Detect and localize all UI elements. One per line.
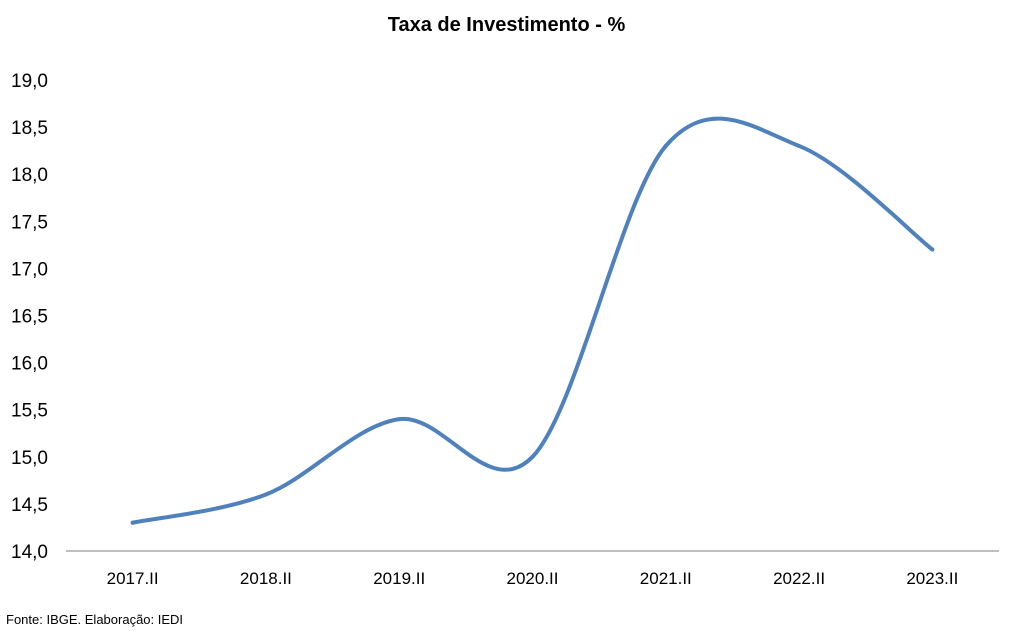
y-tick-label: 18,0 xyxy=(11,165,48,186)
y-tick-label: 16,0 xyxy=(11,354,48,375)
y-axis-ticks: 14,0 14,5 15,0 15,5 16,0 16,5 17,0 17,5 18,0 18,5… xyxy=(11,71,48,563)
series-points xyxy=(130,143,935,525)
x-tick-label: 2021.II xyxy=(640,569,692,588)
y-tick-label: 16,5 xyxy=(11,307,48,328)
data-point xyxy=(263,492,268,497)
x-tick-label: 2018.II xyxy=(240,569,292,588)
source-note: Fonte: IBGE. Elaboração: IEDI xyxy=(6,612,184,627)
x-tick-label: 2017.II xyxy=(107,569,159,588)
x-tick-label: 2022.II xyxy=(773,569,825,588)
y-tick-label: 17,0 xyxy=(11,259,48,280)
x-tick-label: 2023.II xyxy=(906,569,958,588)
y-tick-label: 17,5 xyxy=(11,212,48,233)
series-line xyxy=(130,116,935,525)
y-tick-label: 14,0 xyxy=(11,542,48,563)
data-point xyxy=(930,247,935,252)
data-point xyxy=(397,417,402,422)
data-point xyxy=(130,520,135,525)
chart-title: Taxa de Investimento - % xyxy=(387,14,626,36)
data-point xyxy=(530,454,535,459)
data-point xyxy=(663,143,668,148)
y-tick-label: 14,5 xyxy=(11,495,48,516)
x-axis-ticks: 2017.II 2018.II 2019.II 2020.II 2021.II 2022.… xyxy=(107,569,959,588)
x-tick-label: 2020.II xyxy=(507,569,559,588)
y-tick-label: 18,5 xyxy=(11,118,48,139)
x-tick-label: 2019.II xyxy=(373,569,425,588)
data-point xyxy=(797,143,802,148)
y-tick-label: 19,0 xyxy=(11,71,48,92)
y-tick-label: 15,0 xyxy=(11,448,48,469)
y-tick-label: 15,5 xyxy=(11,401,48,422)
